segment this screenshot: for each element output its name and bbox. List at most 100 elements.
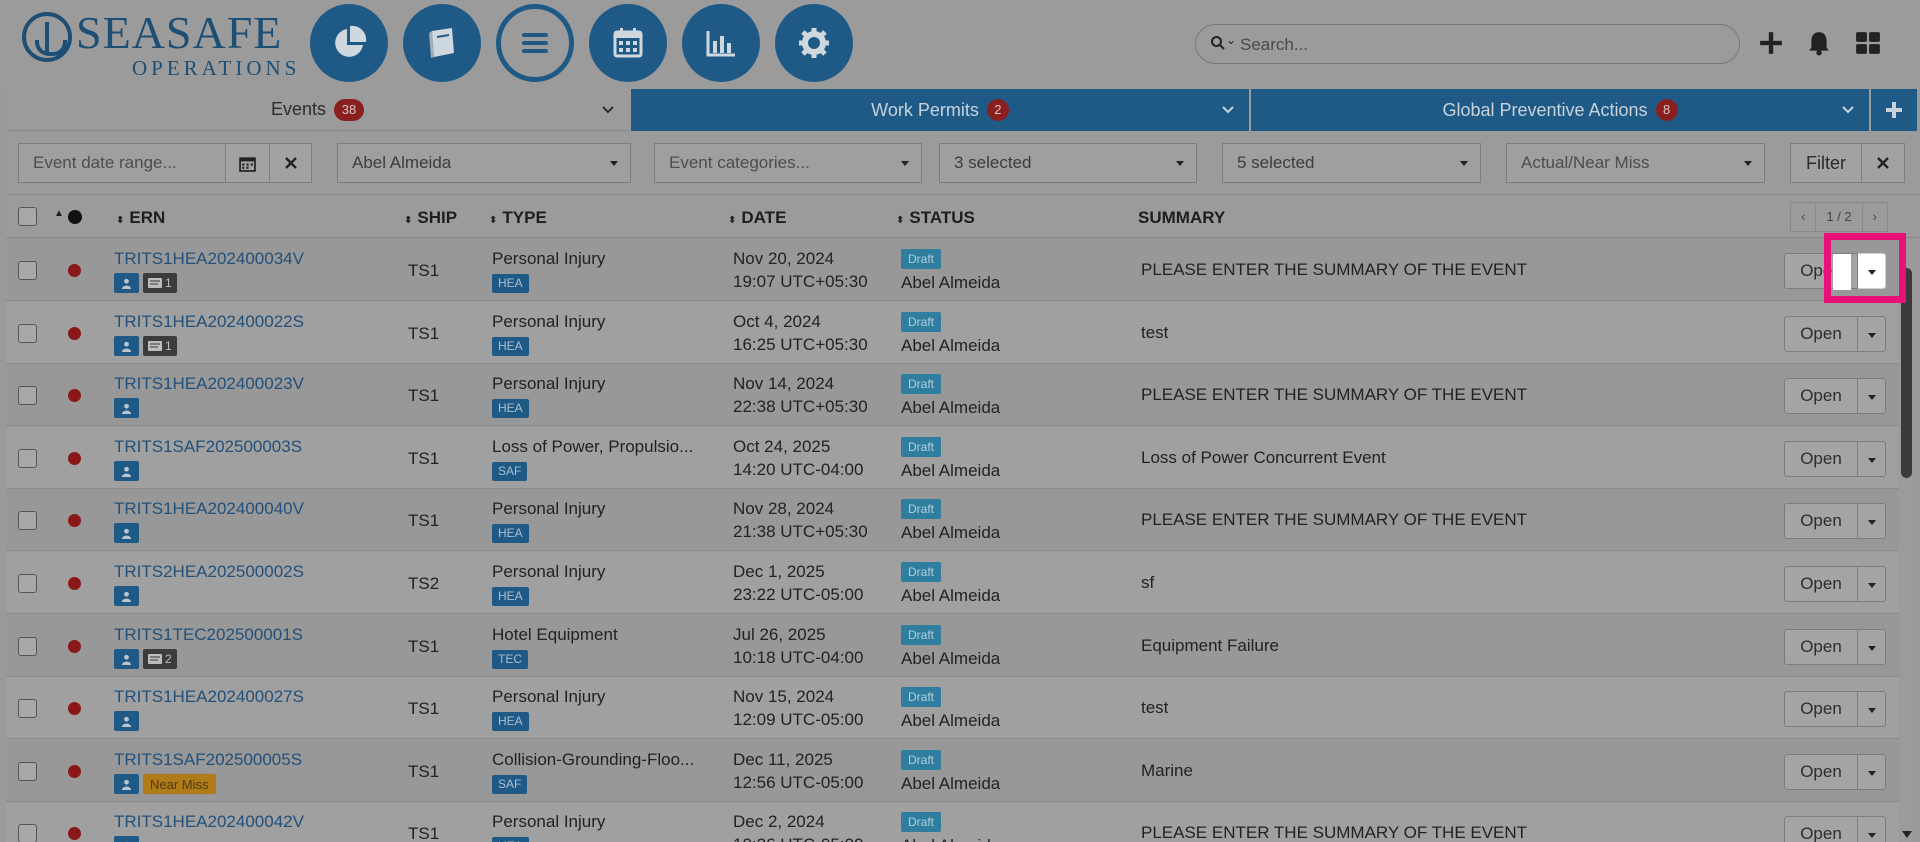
search-input[interactable] bbox=[1240, 32, 1720, 58]
open-button[interactable]: Open bbox=[1784, 316, 1858, 352]
column-date[interactable]: ⬍ DATE bbox=[728, 208, 786, 228]
chevron-down-icon[interactable] bbox=[1221, 103, 1235, 117]
bell-icon[interactable] bbox=[1803, 26, 1835, 60]
scrollbar-thumb[interactable] bbox=[1901, 268, 1912, 478]
gear-icon[interactable] bbox=[775, 4, 853, 82]
ern-link[interactable]: TRITS2HEA202500002S bbox=[114, 562, 304, 581]
seasafe-logo[interactable]: SEASAFE OPERATIONS bbox=[22, 10, 296, 79]
scroll-down-icon[interactable] bbox=[1902, 831, 1912, 838]
apps-grid-icon[interactable] bbox=[1852, 26, 1884, 60]
ern-link[interactable]: TRITS1HEA202400042V bbox=[114, 812, 304, 831]
open-button[interactable]: Open bbox=[1784, 691, 1858, 727]
ern-link[interactable]: TRITS1SAF202500003S bbox=[114, 437, 303, 456]
book-icon[interactable] bbox=[403, 4, 481, 82]
row-checkbox[interactable] bbox=[18, 511, 37, 530]
open-dropdown-toggle[interactable] bbox=[1858, 629, 1886, 665]
table-row[interactable]: TRITS1TEC202500001S 2 TS1 Hotel Equipment TE… bbox=[6, 615, 1900, 677]
user-select[interactable]: Abel Almeida bbox=[337, 143, 631, 183]
open-button-group: Open bbox=[1784, 503, 1886, 539]
open-button[interactable]: Open bbox=[1784, 816, 1858, 842]
multi-select-2[interactable]: 5 selected bbox=[1222, 143, 1481, 183]
highlighted-dropdown-toggle[interactable] bbox=[1824, 233, 1906, 303]
open-button[interactable]: Open bbox=[1784, 629, 1858, 665]
ern-link[interactable]: TRITS1HEA202400022S bbox=[114, 312, 304, 331]
column-type[interactable]: ⬍ TYPE bbox=[489, 208, 547, 228]
comments-badge[interactable]: 2 bbox=[143, 649, 177, 669]
filter-button[interactable]: Filter bbox=[1790, 143, 1862, 183]
comments-badge[interactable]: 1 bbox=[143, 273, 177, 293]
ern-link[interactable]: TRITS1HEA202400027S bbox=[114, 687, 304, 706]
table-row[interactable]: TRITS1SAF202500005S Near Miss TS1 Collision… bbox=[6, 740, 1900, 802]
event-categories-select[interactable]: Event categories... bbox=[654, 143, 922, 183]
open-button[interactable]: Open bbox=[1784, 566, 1858, 602]
dashboard-pie-icon[interactable] bbox=[310, 4, 388, 82]
table-row[interactable]: TRITS1HEA202400040V TS1 Personal Injury HEA… bbox=[6, 489, 1900, 551]
open-dropdown-toggle[interactable] bbox=[1858, 503, 1886, 539]
row-checkbox[interactable] bbox=[18, 449, 37, 468]
prev-page-button[interactable]: ‹ bbox=[1791, 203, 1817, 231]
open-dropdown-toggle[interactable] bbox=[1858, 754, 1886, 790]
row-checkbox[interactable] bbox=[18, 637, 37, 656]
calendar-icon[interactable] bbox=[589, 4, 667, 82]
event-date-range-input[interactable]: Event date range... bbox=[18, 143, 226, 183]
column-status[interactable]: ⬍ STATUS bbox=[896, 208, 975, 228]
ern-link[interactable]: TRITS1HEA202400040V bbox=[114, 499, 304, 518]
clear-filters-button[interactable] bbox=[1861, 143, 1905, 183]
tab-work-permits[interactable]: Work Permits 2 bbox=[629, 89, 1249, 131]
open-dropdown-toggle[interactable] bbox=[1858, 441, 1886, 477]
table-scrollbar[interactable] bbox=[1899, 238, 1914, 842]
table-row[interactable]: TRITS1HEA202400042V TS1 Personal Injury HEA… bbox=[6, 802, 1900, 842]
table-row[interactable]: TRITS1HEA202400022S 1 TS1 Personal Injury HE… bbox=[6, 302, 1900, 364]
calendar-picker-button[interactable] bbox=[225, 143, 270, 183]
row-checkbox[interactable] bbox=[18, 324, 37, 343]
ern-link[interactable]: TRITS1TEC202500001S bbox=[114, 625, 303, 644]
open-button[interactable]: Open bbox=[1784, 378, 1858, 414]
global-search[interactable]: ⌄ bbox=[1195, 24, 1740, 64]
tab-events[interactable]: Events 38 bbox=[6, 89, 629, 131]
row-checkbox[interactable] bbox=[18, 574, 37, 593]
chevron-down-icon[interactable]: ⌄ bbox=[1226, 33, 1237, 47]
open-button[interactable]: Open bbox=[1784, 754, 1858, 790]
ern-link[interactable]: TRITS1HEA202400034V bbox=[114, 249, 304, 268]
table-row[interactable]: TRITS2HEA202500002S TS2 Personal Injury HEA… bbox=[6, 552, 1900, 614]
actual-near-miss-select[interactable]: Actual/Near Miss bbox=[1506, 143, 1765, 183]
column-ern[interactable]: ⬍ ERN bbox=[116, 208, 165, 228]
comments-badge[interactable]: 1 bbox=[143, 336, 177, 356]
list-menu-icon[interactable] bbox=[496, 4, 574, 82]
add-tab-button[interactable] bbox=[1869, 89, 1917, 131]
table-row[interactable]: TRITS1HEA202400023V TS1 Personal Injury HEA… bbox=[6, 364, 1900, 426]
open-dropdown-toggle[interactable] bbox=[1858, 816, 1886, 842]
ern-link[interactable]: TRITS1SAF202500005S bbox=[114, 750, 303, 769]
row-checkbox[interactable] bbox=[18, 261, 37, 280]
person-icon bbox=[114, 523, 139, 543]
tab-global-preventive-actions[interactable]: Global Preventive Actions 8 bbox=[1249, 89, 1869, 131]
ern-link[interactable]: TRITS1HEA202400023V bbox=[114, 374, 304, 393]
multi-select-1[interactable]: 3 selected bbox=[939, 143, 1197, 183]
row-checkbox[interactable] bbox=[18, 386, 37, 405]
column-ship[interactable]: ⬍ SHIP bbox=[404, 208, 457, 228]
chevron-down-icon[interactable] bbox=[1841, 103, 1855, 117]
table-row[interactable]: TRITS1HEA202400034V 1 TS1 Personal Injury HE… bbox=[6, 239, 1900, 301]
open-dropdown-toggle[interactable] bbox=[1858, 566, 1886, 602]
sort-icon[interactable]: ▲ bbox=[54, 208, 64, 219]
open-button[interactable]: Open bbox=[1784, 441, 1858, 477]
chevron-down-icon[interactable] bbox=[601, 103, 615, 117]
table-row[interactable]: TRITS1SAF202500003S TS1 Loss of Power, Pro… bbox=[6, 427, 1900, 489]
next-page-button[interactable]: › bbox=[1872, 209, 1877, 224]
open-dropdown-toggle[interactable] bbox=[1858, 316, 1886, 352]
open-dropdown-toggle[interactable] bbox=[1858, 691, 1886, 727]
select-all-checkbox[interactable] bbox=[18, 207, 37, 226]
table-row[interactable]: TRITS1HEA202400027S TS1 Personal Injury HEA… bbox=[6, 677, 1900, 739]
row-checkbox[interactable] bbox=[18, 762, 37, 781]
row-checkbox[interactable] bbox=[18, 699, 37, 718]
add-icon[interactable] bbox=[1755, 26, 1787, 60]
row-tags bbox=[114, 586, 139, 606]
bar-chart-icon[interactable] bbox=[682, 4, 760, 82]
row-checkbox[interactable] bbox=[18, 824, 37, 842]
open-dropdown-toggle[interactable] bbox=[1858, 378, 1886, 414]
ship-cell: TS1 bbox=[408, 261, 440, 280]
clear-date-button[interactable] bbox=[269, 143, 312, 183]
open-dropdown-toggle[interactable] bbox=[1858, 253, 1886, 289]
search-icon[interactable] bbox=[1210, 35, 1226, 51]
open-button[interactable]: Open bbox=[1784, 503, 1858, 539]
